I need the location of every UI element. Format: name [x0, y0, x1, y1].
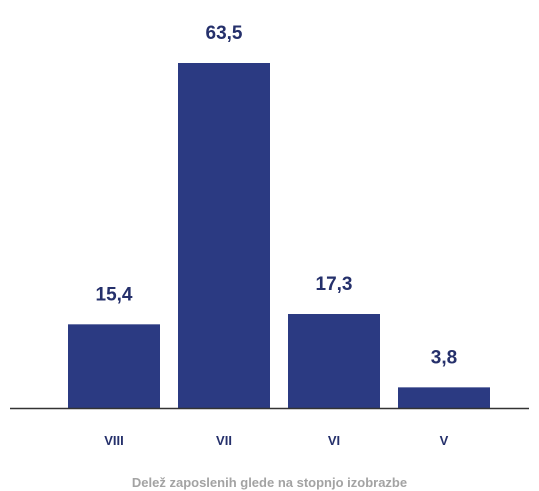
x-axis-caption: Delež zaposlenih glede na stopnjo izobra…	[132, 475, 407, 490]
value-label-vi: 17,3	[316, 274, 353, 295]
bars-group	[68, 63, 490, 408]
value-labels-group: 15,4 63,5 17,3 3,8	[96, 23, 458, 368]
bar-viii	[68, 324, 160, 408]
bar-v	[398, 387, 490, 408]
x-tick-label-viii: VIII	[104, 433, 124, 448]
value-label-vii: 63,5	[206, 23, 243, 44]
x-tick-label-v: V	[440, 433, 449, 448]
value-label-viii: 15,4	[96, 284, 133, 305]
x-tick-labels-group: VIII VII VI V	[104, 433, 448, 448]
x-tick-label-vi: VI	[328, 433, 340, 448]
bar-vii	[178, 63, 270, 408]
value-label-v: 3,8	[431, 347, 457, 368]
bar-vi	[288, 314, 380, 408]
x-tick-label-vii: VII	[216, 433, 232, 448]
